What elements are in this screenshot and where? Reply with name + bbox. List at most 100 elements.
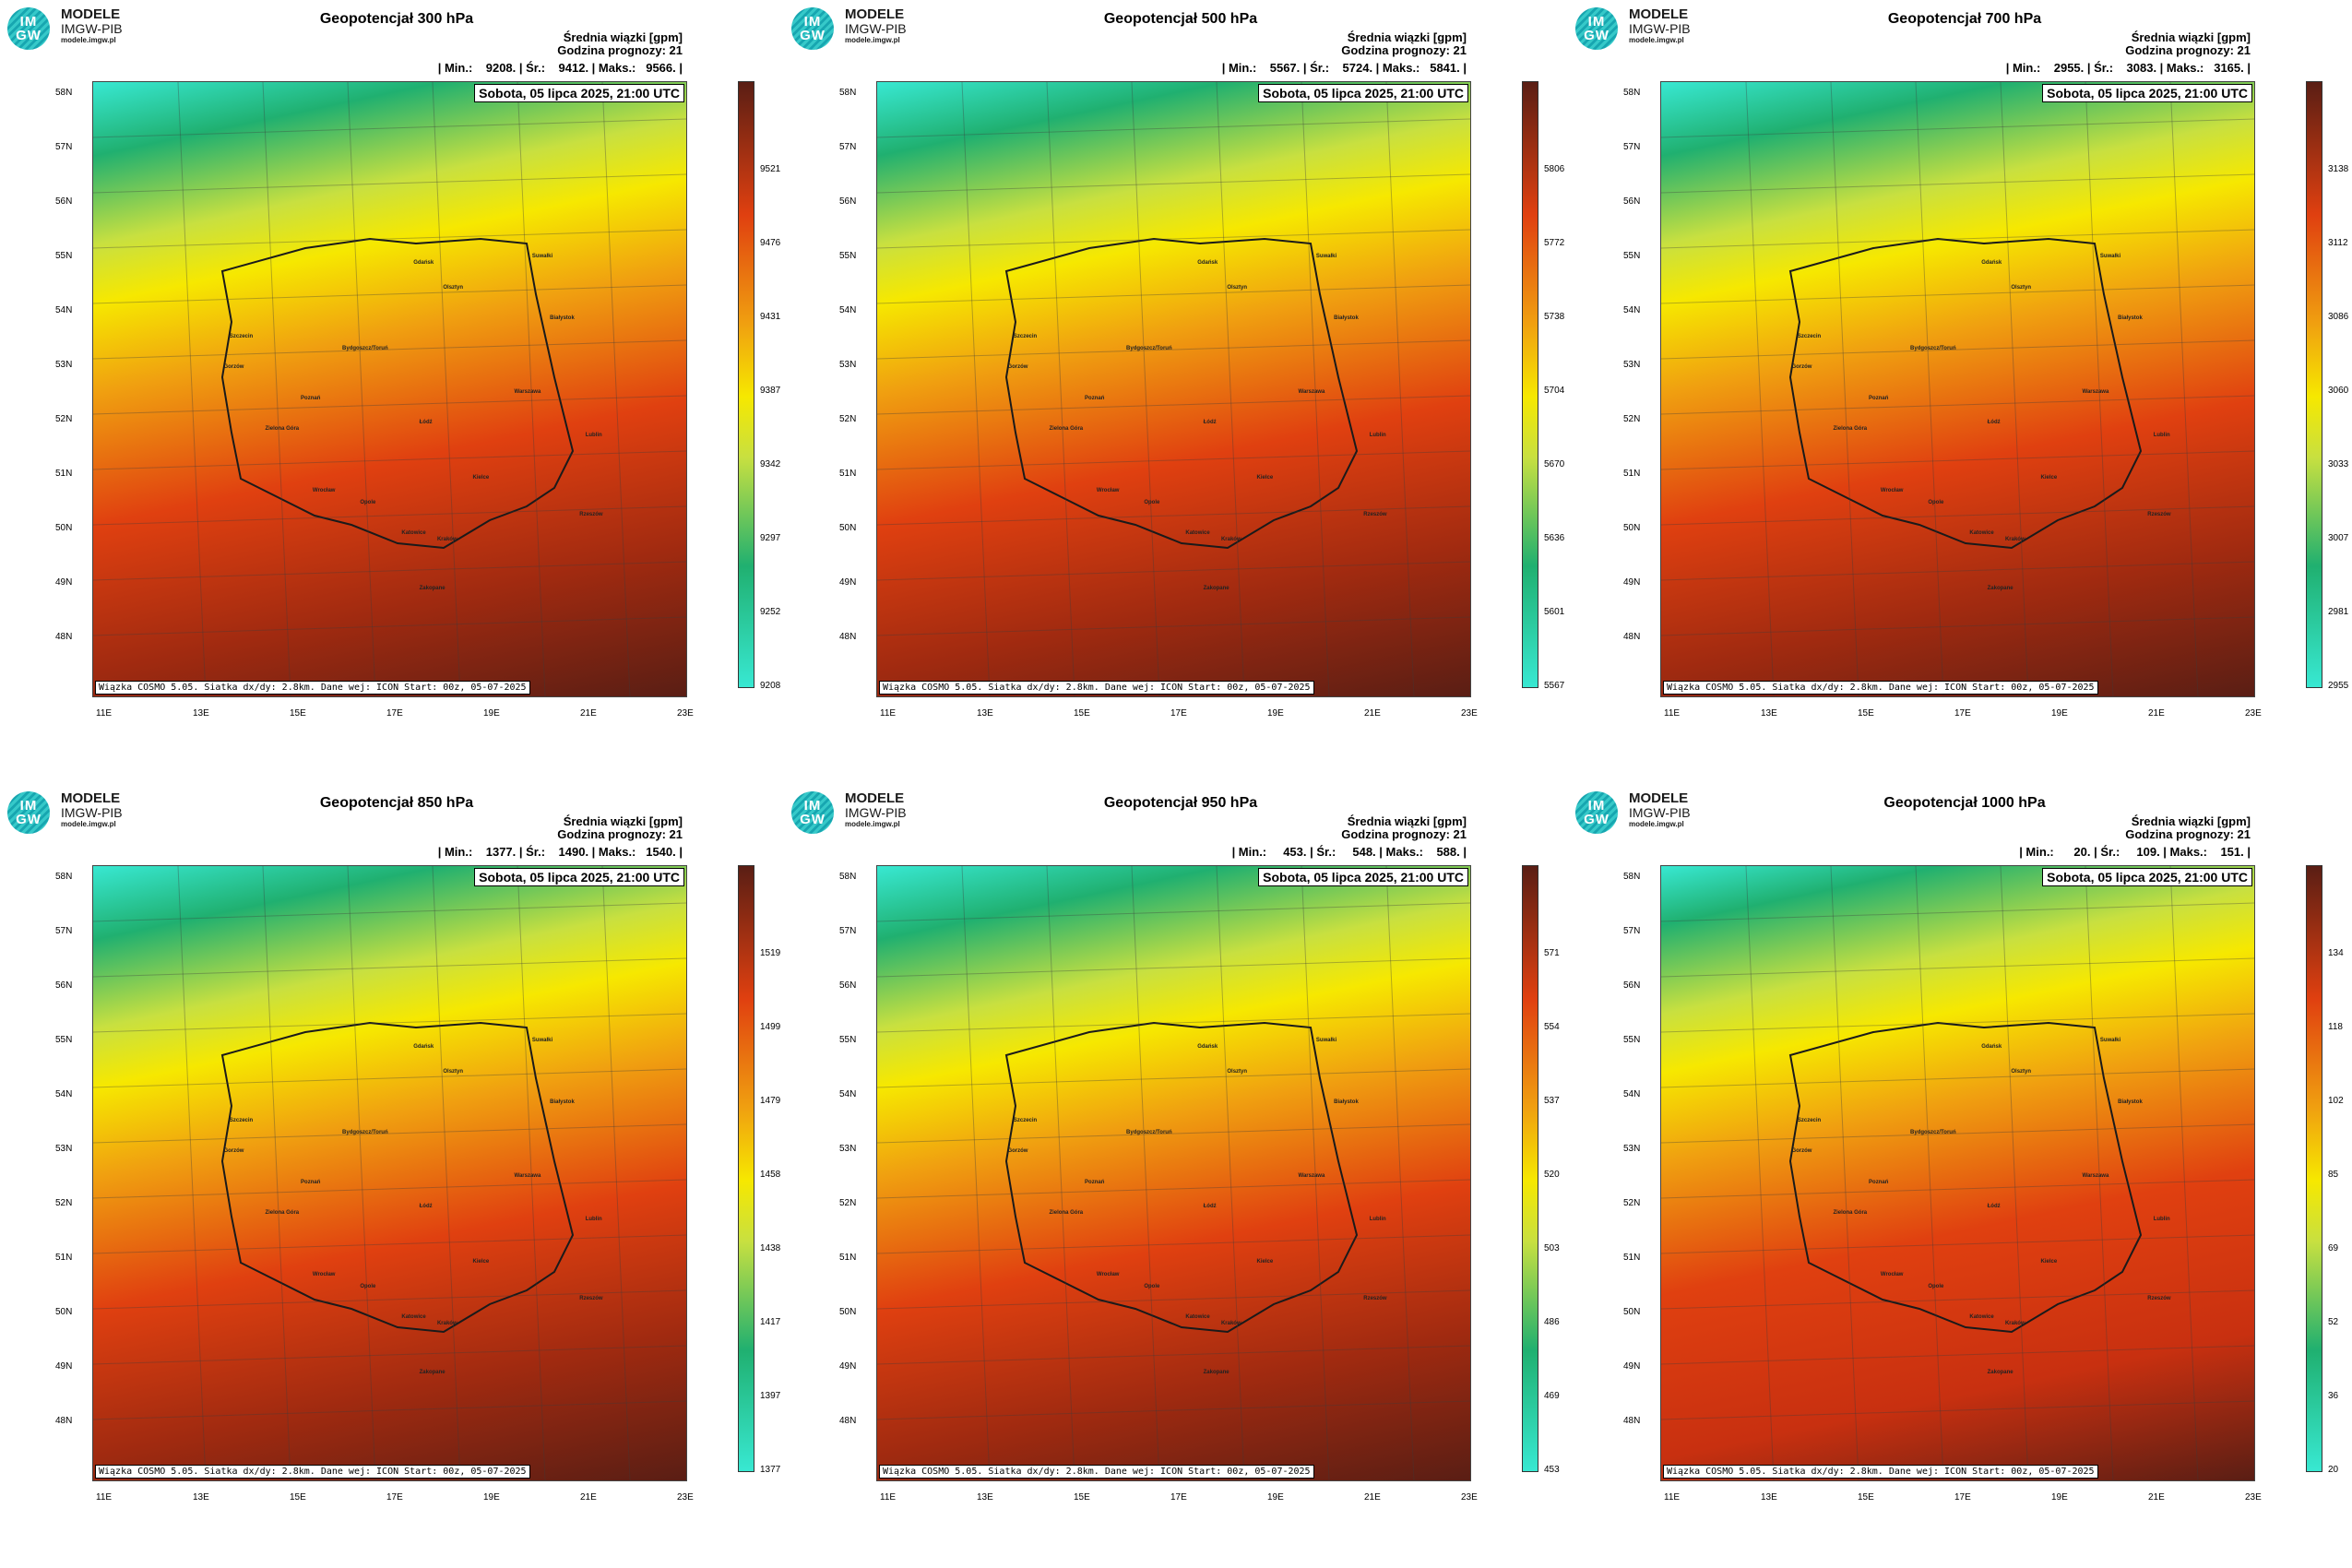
imgw-logo: IM GW MODELE IMGW-PIB modele.imgw.pl bbox=[7, 7, 146, 52]
latitude-label: 53N bbox=[839, 1144, 857, 1154]
parallel-line bbox=[93, 339, 686, 360]
city-label: Bydgoszcz/Toruń bbox=[342, 1130, 388, 1136]
logo-emblem-bottom: GW bbox=[800, 28, 826, 43]
valid-date: Sobota, 05 lipca 2025, 21:00 UTC bbox=[1258, 84, 1468, 102]
latitude-label: 50N bbox=[839, 1307, 857, 1317]
info-line: Godzina prognozy: 21 bbox=[1341, 43, 1467, 57]
city-label: Gorzów bbox=[1791, 1148, 1812, 1155]
logo-line3: modele.imgw.pl bbox=[845, 36, 900, 44]
map-area[interactable]: Gdańsk Suwałki Olsztyn Białystok Szczecin Byd… bbox=[92, 81, 687, 697]
latitude-label: 55N bbox=[55, 251, 73, 261]
parallel-line bbox=[877, 229, 1470, 249]
meridian-line bbox=[1385, 866, 1415, 1480]
city-label: Rzeszów bbox=[579, 512, 603, 518]
city-label: Lublin bbox=[1369, 1216, 1386, 1222]
longitude-label: 17E bbox=[1170, 1492, 1187, 1503]
logo-emblem-bottom: GW bbox=[16, 812, 42, 827]
longitude-label: 13E bbox=[193, 1492, 209, 1503]
parallel-line bbox=[1661, 505, 2254, 526]
meridian-line bbox=[2169, 866, 2199, 1480]
info-line: Średnia wiązki [gpm] bbox=[1347, 814, 1467, 828]
map-area[interactable]: Gdańsk Suwałki Olsztyn Białystok Szczecin Byd… bbox=[1660, 81, 2255, 697]
country-borders bbox=[877, 866, 1470, 1480]
city-label: Zakopane bbox=[419, 586, 445, 592]
latitude-label: 52N bbox=[839, 414, 857, 424]
parallel-line bbox=[877, 284, 1470, 304]
city-label: Zakopane bbox=[1987, 1370, 2013, 1376]
logo-line2: IMGW-PIB bbox=[845, 21, 907, 36]
longitude-label: 17E bbox=[1954, 1492, 1971, 1503]
latitude-label: 55N bbox=[839, 251, 857, 261]
city-label: Białystok bbox=[550, 315, 575, 322]
city-label: Bydgoszcz/Toruń bbox=[1126, 1130, 1172, 1136]
panel-title: Geopotencjał 1000 hPa bbox=[1883, 795, 2046, 811]
city-label: Lublin bbox=[1369, 432, 1386, 438]
longitude-label: 23E bbox=[677, 1492, 694, 1503]
longitude-label: 11E bbox=[880, 1492, 897, 1503]
panel-info: Średnia wiązki [gpm] Godzina prognozy: 21 bbox=[2125, 815, 2251, 841]
latitude-label: 57N bbox=[55, 926, 73, 936]
latitude-label: 48N bbox=[55, 1416, 73, 1426]
latitude-label: 53N bbox=[1623, 360, 1641, 370]
city-label: Łódź bbox=[1203, 1204, 1217, 1210]
parallel-line bbox=[1661, 395, 2254, 415]
logo-line1: MODELE bbox=[1629, 6, 1689, 22]
latitude-label: 52N bbox=[1623, 1198, 1641, 1208]
city-label: Kielce bbox=[1256, 475, 1274, 481]
colorbar-tick-label: 5636 bbox=[1544, 533, 1565, 543]
panel-info: Średnia wiązki [gpm] Godzina prognozy: 21 bbox=[1341, 31, 1467, 57]
city-label: Szczecin bbox=[1797, 1118, 1822, 1124]
city-label: Opole bbox=[360, 1283, 376, 1289]
latitude-label: 54N bbox=[1623, 305, 1641, 315]
meridian-line bbox=[432, 82, 461, 696]
city-label: Wrocław bbox=[1880, 487, 1904, 493]
colorbar-tick-label: 36 bbox=[2328, 1391, 2339, 1401]
longitude-label: 19E bbox=[483, 708, 500, 719]
logo-line3: modele.imgw.pl bbox=[61, 820, 116, 828]
country-borders bbox=[877, 82, 1470, 696]
map-area[interactable]: Gdańsk Suwałki Olsztyn Białystok Szczecin Byd… bbox=[92, 865, 687, 1481]
meridian-line bbox=[177, 866, 207, 1480]
city-label: Suwałki bbox=[1315, 1038, 1337, 1044]
colorbar-tick-label: 3138 bbox=[2328, 164, 2349, 174]
parallel-line bbox=[93, 616, 686, 636]
city-label: Poznań bbox=[1085, 1179, 1105, 1185]
meridian-line bbox=[262, 866, 291, 1480]
city-label: Olsztyn bbox=[443, 284, 464, 291]
meridian-line bbox=[177, 82, 207, 696]
parallel-line bbox=[1661, 1068, 2254, 1088]
colorbar-tick-label: 1397 bbox=[760, 1391, 781, 1401]
parallel-line bbox=[877, 1289, 1470, 1310]
colorbar-tick-label: 469 bbox=[1544, 1391, 1560, 1401]
city-label: Gdańsk bbox=[413, 1044, 434, 1051]
colorbar-tick-label: 520 bbox=[1544, 1170, 1560, 1180]
logo-text: MODELE IMGW-PIB modele.imgw.pl bbox=[1629, 791, 1691, 829]
longitude-label: 17E bbox=[1170, 708, 1187, 719]
latitude-label: 58N bbox=[839, 88, 857, 98]
parallel-line bbox=[877, 902, 1470, 922]
latitude-label: 48N bbox=[1623, 1416, 1641, 1426]
latitude-label: 58N bbox=[839, 872, 857, 882]
colorbar-tick-label: 5670 bbox=[1544, 459, 1565, 469]
map-area[interactable]: Gdańsk Suwałki Olsztyn Białystok Szczecin Byd… bbox=[1660, 865, 2255, 1481]
latitude-label: 57N bbox=[1623, 142, 1641, 152]
map-area[interactable]: Gdańsk Suwałki Olsztyn Białystok Szczecin Byd… bbox=[876, 865, 1471, 1481]
latitude-label: 54N bbox=[1623, 1089, 1641, 1099]
latitude-label: 51N bbox=[55, 1253, 73, 1263]
longitude-label: 13E bbox=[1761, 1492, 1777, 1503]
logo-line1: MODELE bbox=[61, 6, 121, 22]
city-label: Opole bbox=[360, 499, 376, 505]
parallel-line bbox=[93, 118, 686, 138]
parallel-line bbox=[93, 284, 686, 304]
map-panel: IM GW MODELE IMGW-PIB modele.imgw.pl Geopoten… bbox=[0, 784, 784, 1568]
longitude-label: 19E bbox=[2051, 708, 2068, 719]
valid-date: Sobota, 05 lipca 2025, 21:00 UTC bbox=[1258, 868, 1468, 886]
latitude-label: 55N bbox=[1623, 251, 1641, 261]
latitude-label: 57N bbox=[1623, 926, 1641, 936]
latitude-label: 56N bbox=[55, 196, 73, 207]
map-area[interactable]: Gdańsk Suwałki Olsztyn Białystok Szczecin Byd… bbox=[876, 81, 1471, 697]
info-line: Godzina prognozy: 21 bbox=[557, 43, 683, 57]
city-label: Bydgoszcz/Toruń bbox=[342, 346, 388, 352]
imgw-logo: IM GW MODELE IMGW-PIB modele.imgw.pl bbox=[791, 791, 930, 836]
logo-emblem-bottom: GW bbox=[16, 28, 42, 43]
